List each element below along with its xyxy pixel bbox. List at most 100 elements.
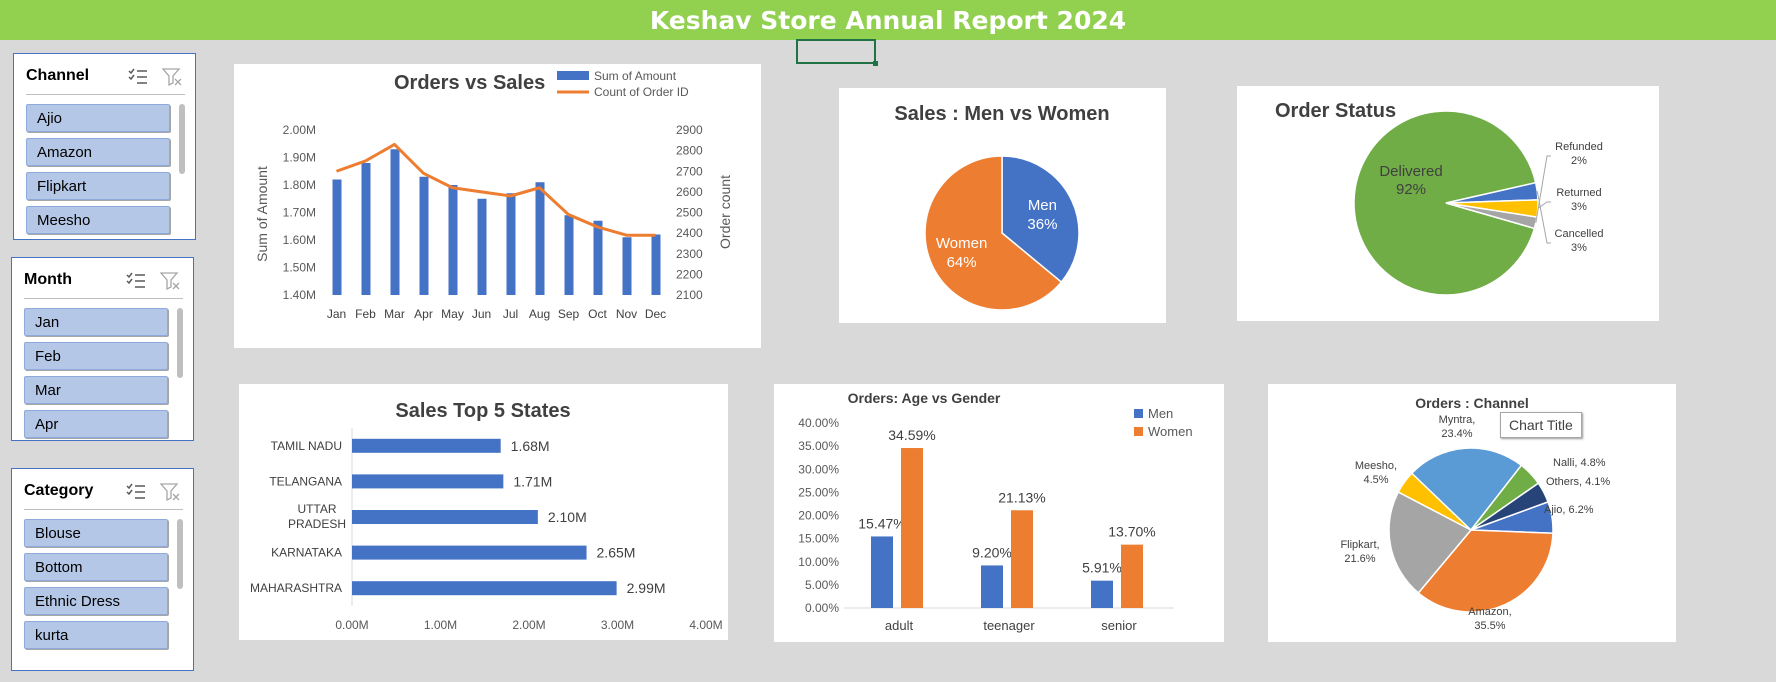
slice-pct: 92% xyxy=(1396,181,1426,198)
clear-filter-icon[interactable] xyxy=(159,481,181,503)
bar-jul xyxy=(506,193,516,295)
pie-chart-svg: Sales : Men vs Women Men 36% Women 64% xyxy=(894,103,1110,311)
y2-tick-label: 2500 xyxy=(676,206,703,220)
y2-tick-label: 2700 xyxy=(676,164,703,178)
x-tick-label: adult xyxy=(885,618,914,633)
y2-axis-label: Order count xyxy=(717,175,733,249)
bar-teenager-men xyxy=(981,565,1003,608)
bar-sep xyxy=(564,215,574,295)
slicer-scrollbar[interactable] xyxy=(177,308,183,378)
legend-label: Sum of Amount xyxy=(594,69,677,83)
chart-title-tooltip: Chart Title xyxy=(1500,412,1582,438)
clear-filter-icon[interactable] xyxy=(161,66,183,88)
leader-line xyxy=(1537,201,1551,209)
month-slicer[interactable]: Month Jan Feb Mar Apr xyxy=(11,257,194,441)
order-status-chart[interactable]: Order Status Delivered 92% Cancelled 3% Retur… xyxy=(1237,86,1659,321)
data-label: 21.13% xyxy=(998,489,1045,505)
data-label: 15.47% xyxy=(858,515,905,531)
data-label: 1.68M xyxy=(511,438,550,454)
slicer-header: Month xyxy=(24,268,183,299)
slice-label: Meesho, xyxy=(1355,460,1397,472)
y-tick-label: 30.00% xyxy=(798,462,839,476)
bar-jan xyxy=(332,179,342,295)
slicer-scrollbar[interactable] xyxy=(179,104,185,174)
bar-senior-women xyxy=(1121,544,1143,608)
selected-cell[interactable] xyxy=(796,39,878,66)
y-tick-label: MAHARASHTRA xyxy=(250,581,342,595)
y-tick-label: KARNATAKA xyxy=(271,546,342,560)
slice-label: 21.6% xyxy=(1344,553,1375,565)
y-tick-label-line2: PRADESH xyxy=(288,517,346,531)
bar-adult-men xyxy=(871,536,893,608)
y2-tick-label: 2900 xyxy=(676,123,703,137)
y-tick-label: 40.00% xyxy=(798,416,839,430)
y-tick-label: 1.50M xyxy=(283,261,316,275)
slice-pct: 3% xyxy=(1571,201,1587,213)
slicer-item-blouse[interactable]: Blouse xyxy=(24,519,168,547)
x-tick-label: 1.00M xyxy=(424,618,457,632)
bar-apr xyxy=(419,176,429,295)
legend-label: Count of Order ID xyxy=(594,85,689,99)
pie-chart-svg: Orders : Channel Ajio, 6.2% Amazon, 35.5% Fl… xyxy=(1340,395,1610,632)
bar-telangana xyxy=(352,474,504,489)
slicer-item-ethnic-dress[interactable]: Ethnic Dress xyxy=(24,587,168,615)
legend-swatch-women xyxy=(1134,427,1143,436)
category-slicer[interactable]: Category Blouse Bottom Ethnic Dress kurta xyxy=(11,468,194,671)
slicer-header: Channel xyxy=(26,64,185,95)
sales-men-women-chart[interactable]: Sales : Men vs Women Men 36% Women 64% xyxy=(839,88,1166,323)
slicer-scrollbar[interactable] xyxy=(177,519,183,589)
leader-line xyxy=(1535,155,1551,223)
y-axis-label: Sum of Amount xyxy=(254,166,270,262)
data-label: 9.20% xyxy=(972,544,1012,560)
slicer-item-apr[interactable]: Apr xyxy=(24,410,168,438)
x-tick-label: Apr xyxy=(414,307,433,321)
slicer-item-bottom[interactable]: Bottom xyxy=(24,553,168,581)
slicer-item-ajio[interactable]: Ajio xyxy=(26,104,170,132)
x-tick-label: 3.00M xyxy=(601,618,634,632)
slicer-item-mar[interactable]: Mar xyxy=(24,376,168,404)
legend-swatch-men xyxy=(1134,409,1143,418)
slicer-item-flipkart[interactable]: Flipkart xyxy=(26,172,170,200)
slice-label: Others, 4.1% xyxy=(1546,476,1610,488)
legend-label: Women xyxy=(1148,424,1193,439)
slicer-item-feb[interactable]: Feb xyxy=(24,342,168,370)
x-tick-label: senior xyxy=(1101,618,1137,633)
orders-age-gender-chart[interactable]: Orders: Age vs Gender Men Women 0.00% 5.00% 1… xyxy=(774,384,1224,642)
slicer-title: Category xyxy=(24,482,94,499)
bar-senior-men xyxy=(1091,580,1113,608)
report-title: Keshav Store Annual Report 2024 xyxy=(649,5,1127,35)
slicer-item-jan[interactable]: Jan xyxy=(24,308,168,336)
slicer-item-kurta[interactable]: kurta xyxy=(24,621,168,649)
slicer-item-list: Jan Feb Mar Apr xyxy=(24,308,168,440)
data-label: 1.71M xyxy=(513,473,552,489)
slice-label: Nalli, 4.8% xyxy=(1553,457,1606,469)
slice-label: Cancelled xyxy=(1555,228,1604,240)
slicer-item-amazon[interactable]: Amazon xyxy=(26,138,170,166)
bar-nov xyxy=(622,237,632,295)
multi-select-icon[interactable] xyxy=(125,481,147,503)
report-header: Keshav Store Annual Report 2024 xyxy=(0,0,1776,40)
orders-vs-sales-chart[interactable]: Orders vs Sales Sum of Amount Count of Ord… xyxy=(234,64,761,348)
bar-mar xyxy=(390,149,400,295)
y-tick-label: 25.00% xyxy=(798,485,839,499)
channel-slicer[interactable]: Channel Ajio Amazon Flipkart Meesho xyxy=(13,53,196,240)
chart-title: Orders : Channel xyxy=(1415,395,1529,411)
multi-select-icon[interactable] xyxy=(127,66,149,88)
y-tick-label: 1.40M xyxy=(283,288,316,302)
orders-channel-chart[interactable]: Orders : Channel Ajio, 6.2% Amazon, 35.5% Fl… xyxy=(1268,384,1676,642)
x-tick-label: May xyxy=(441,307,464,321)
clear-filter-icon[interactable] xyxy=(159,270,181,292)
slicer-item-list: Blouse Bottom Ethnic Dress kurta xyxy=(24,519,168,655)
x-tick-label: Mar xyxy=(384,307,405,321)
x-tick-label: Jul xyxy=(503,307,518,321)
y2-tick-label: 2300 xyxy=(676,247,703,261)
legend-label: Men xyxy=(1148,406,1173,421)
sales-top5-states-chart[interactable]: Sales Top 5 States 1.68M TAMIL NADU 1.71M TE… xyxy=(239,384,728,640)
bar-maharashtra xyxy=(352,581,617,596)
chart-title: Sales : Men vs Women xyxy=(894,103,1109,125)
slicer-item-meesho[interactable]: Meesho xyxy=(26,206,170,234)
y-tick-label: 5.00% xyxy=(805,578,839,592)
multi-select-icon[interactable] xyxy=(125,270,147,292)
pie-slice-men xyxy=(1001,155,1080,284)
x-tick-label: Aug xyxy=(529,307,550,321)
